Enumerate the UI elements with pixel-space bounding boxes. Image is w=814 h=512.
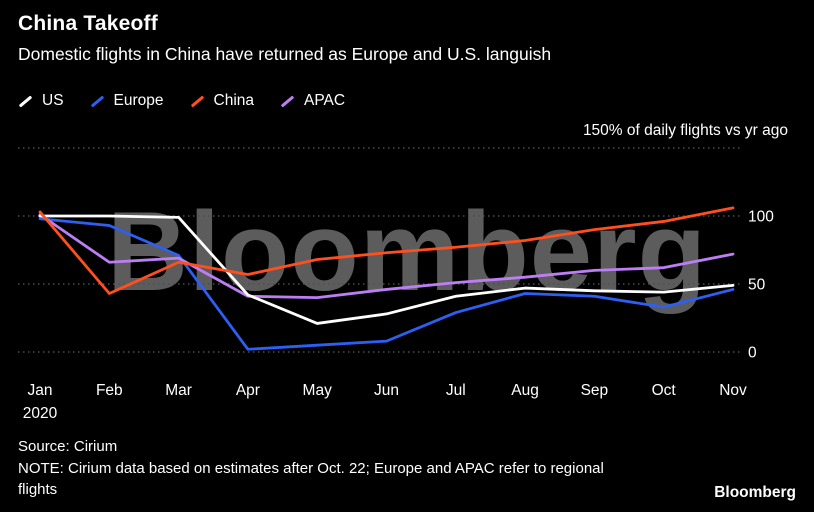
source-text: Source: Cirium bbox=[18, 438, 118, 455]
axis-unit-note: 150% of daily flights vs yr ago bbox=[582, 122, 788, 139]
x-tick-label-feb: Feb bbox=[96, 382, 123, 399]
series-line-us bbox=[38, 214, 735, 325]
chart-subtitle: Domestic flights in China have returned … bbox=[18, 44, 552, 64]
series-line-china bbox=[38, 206, 735, 295]
legend-swatch-europe bbox=[90, 95, 104, 107]
legend: US Europe China APAC bbox=[18, 92, 345, 110]
legend-item-europe: Europe bbox=[90, 92, 164, 110]
x-tick-label-apr: Apr bbox=[236, 382, 260, 399]
line-chart: 100 50 0 Jan Feb Mar Apr May Jun Jul Aug Sep Oct Nov 2… bbox=[18, 147, 774, 422]
x-tick-label-sep: Sep bbox=[581, 382, 609, 399]
x-tick-label-jan: Jan bbox=[28, 382, 53, 399]
x-tick-label-jun: Jun bbox=[374, 382, 399, 399]
legend-item-us: US bbox=[18, 92, 64, 110]
legend-item-china: China bbox=[190, 92, 255, 110]
x-axis-year-label: 2020 bbox=[23, 405, 58, 422]
x-tick-label-may: May bbox=[303, 382, 333, 399]
x-tick-label-oct: Oct bbox=[652, 382, 677, 399]
legend-label-us: US bbox=[42, 92, 64, 109]
legend-label-europe: Europe bbox=[113, 92, 164, 109]
y-tick-label-50: 50 bbox=[748, 277, 766, 294]
bloomberg-logo: Bloomberg bbox=[714, 484, 796, 501]
legend-label-china: China bbox=[213, 92, 255, 109]
legend-label-apac: APAC bbox=[304, 92, 346, 109]
legend-swatch-apac bbox=[280, 95, 295, 107]
x-tick-label-jul: Jul bbox=[446, 382, 466, 399]
x-tick-label-mar: Mar bbox=[165, 382, 192, 399]
chart-title: China Takeoff bbox=[18, 12, 158, 35]
series-line-europe bbox=[38, 217, 735, 351]
series-line-apac bbox=[38, 213, 735, 300]
y-tick-label-100: 100 bbox=[748, 209, 774, 226]
x-tick-label-nov: Nov bbox=[719, 382, 747, 399]
legend-swatch-us bbox=[18, 95, 33, 107]
legend-item-apac: APAC bbox=[280, 92, 345, 110]
legend-swatch-china bbox=[190, 95, 204, 107]
y-tick-label-0: 0 bbox=[748, 345, 757, 362]
note-text: NOTE: Cirium data based on estimates aft… bbox=[18, 460, 604, 498]
x-tick-label-aug: Aug bbox=[511, 382, 539, 399]
